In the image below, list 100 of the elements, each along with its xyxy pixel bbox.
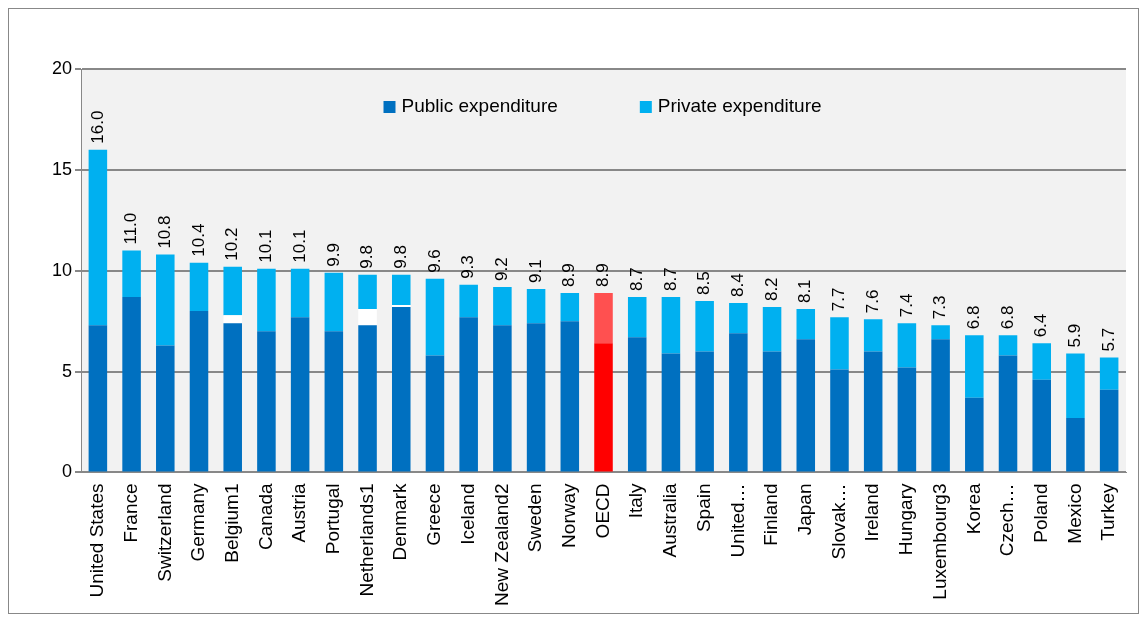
x-tick-label: Norway [558, 482, 580, 548]
total-label: 7.4 [896, 293, 916, 318]
bar [729, 333, 748, 472]
bar [1099, 357, 1119, 390]
bar [425, 355, 445, 472]
total-label: 8.5 [694, 271, 714, 295]
x-tick-label: Czech… [996, 483, 1018, 557]
bar [391, 307, 411, 472]
total-label: 6.4 [1031, 313, 1051, 338]
bar [290, 268, 310, 318]
x-tick-label: Luxembourg3 [928, 483, 950, 600]
x-tick-label: Switzerland [153, 483, 175, 582]
bar [1066, 353, 1085, 419]
bar [223, 315, 242, 324]
total-label: 5.7 [1098, 327, 1118, 352]
bar [493, 325, 512, 472]
bar [493, 286, 512, 326]
bar [830, 317, 849, 370]
total-label: 9.8 [357, 245, 377, 269]
bar [459, 317, 478, 472]
x-tick-label: Belgium1 [220, 483, 242, 563]
x-tick-label: Hungary [895, 483, 917, 556]
x-tick-label: Finland [760, 483, 782, 546]
bar [897, 367, 917, 472]
bar [560, 321, 580, 472]
x-tick-label: Denmark [389, 482, 411, 561]
total-label: 10.1 [256, 229, 276, 263]
y-tick-label: 20 [51, 57, 73, 78]
x-tick-label: Poland [1029, 483, 1051, 543]
bar [796, 309, 816, 340]
x-tick-label: Sweden [524, 483, 546, 553]
bar [863, 319, 883, 352]
x-tick-label: France [119, 483, 141, 543]
total-label: 9.8 [390, 245, 410, 269]
total-label: 10.8 [154, 215, 174, 249]
total-label: 9.3 [458, 255, 478, 279]
bar [998, 335, 1018, 356]
total-label: 8.2 [761, 277, 781, 302]
bar [661, 353, 681, 472]
total-label: 6.8 [997, 305, 1017, 330]
bar [762, 307, 782, 352]
bar [391, 305, 411, 308]
y-tick-label: 10 [51, 259, 73, 280]
x-tick-label: United… [726, 483, 748, 558]
x-tick-label: Japan [794, 483, 815, 536]
bar [358, 274, 377, 310]
bar [965, 335, 984, 398]
x-tick-label: Iceland [456, 483, 478, 545]
x-tick-label: Portugal [322, 483, 344, 555]
total-label: 8.7 [660, 267, 680, 291]
bar [290, 317, 310, 472]
x-tick-label: Austria [288, 483, 310, 543]
bar [156, 254, 175, 346]
bar [425, 278, 445, 356]
bar [1066, 418, 1085, 472]
total-label: 8.1 [795, 279, 815, 304]
bar [1032, 379, 1051, 472]
total-label: 9.9 [323, 243, 343, 267]
y-tick-label: 0 [62, 461, 73, 482]
legend-label: Private expenditure [657, 95, 822, 117]
y-tick-label: 15 [51, 158, 73, 179]
bar [931, 339, 950, 472]
x-tick-label: United States [86, 483, 108, 598]
total-label: 10.4 [188, 223, 208, 257]
bar [189, 311, 209, 472]
bar [998, 355, 1018, 472]
bar [324, 272, 344, 332]
total-label: 7.3 [930, 295, 950, 320]
bar [358, 309, 377, 326]
total-label: 8.7 [626, 267, 646, 291]
bar [965, 397, 984, 472]
total-label: 8.9 [559, 263, 579, 287]
x-tick-label: Slovak… [827, 483, 849, 560]
total-label: 7.7 [829, 287, 849, 312]
bar [223, 323, 242, 472]
total-label: 8.9 [593, 263, 613, 287]
total-label: 6.8 [964, 305, 983, 330]
x-tick-label: Greece [423, 483, 445, 546]
x-tick-label: Korea [962, 483, 984, 535]
bar [695, 301, 714, 352]
x-tick-label: Italy [625, 483, 647, 519]
bar [1032, 343, 1051, 380]
bar [88, 149, 108, 326]
bar [526, 288, 546, 324]
bar [257, 331, 276, 472]
total-label: 8.4 [728, 273, 748, 298]
x-tick-label: Netherlands1 [355, 483, 377, 597]
bar [223, 266, 242, 316]
total-label: 10.2 [222, 227, 242, 261]
bar [594, 343, 613, 472]
total-label: 9.1 [525, 259, 545, 283]
bar [863, 351, 883, 472]
x-tick-label: OECD [591, 483, 613, 539]
bar [459, 284, 478, 318]
bar [627, 296, 647, 338]
bar [897, 323, 917, 368]
x-tick-label: Canada [254, 483, 276, 551]
bar [695, 351, 714, 472]
total-label: 11.0 [121, 212, 141, 245]
bar [324, 331, 344, 472]
